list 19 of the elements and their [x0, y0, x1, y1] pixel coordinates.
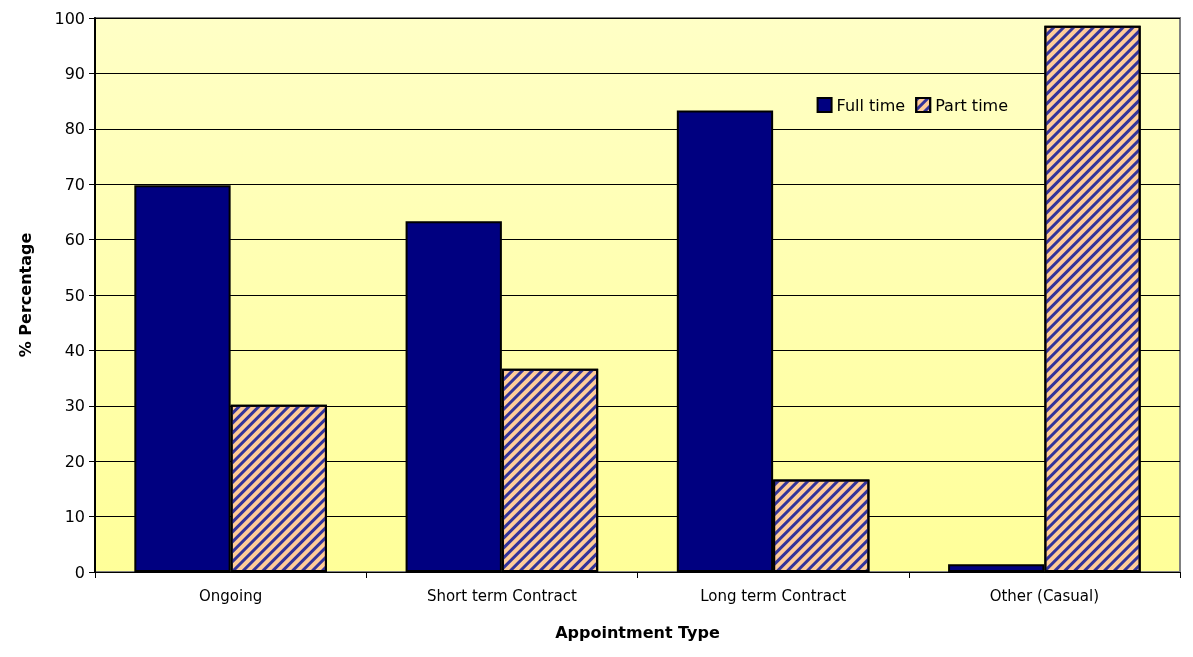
y-tick-label: 90 [64, 63, 85, 83]
y-tick-label: 80 [64, 119, 85, 139]
legend-label: Full time [836, 95, 906, 115]
legend-label: Part time [935, 95, 1009, 115]
y-tick-label: 10 [64, 507, 85, 527]
x-tick-label: Long term Contract [700, 586, 847, 605]
y-tick-label: 30 [64, 396, 85, 416]
x-tick-label: Other (Casual) [989, 586, 1100, 605]
x-tick-label: Ongoing [199, 586, 263, 605]
y-tick-label: 70 [64, 174, 85, 194]
y-axis-title: % Percentage [15, 232, 35, 358]
y-tick-label: 0 [74, 562, 85, 582]
x-tick-label: Short term Contract [426, 586, 577, 605]
x-axis-title: Appointment Type [555, 622, 720, 642]
y-tick-label: 20 [64, 451, 85, 471]
y-tick-label: 60 [64, 230, 85, 250]
y-tick-label: 50 [64, 285, 85, 305]
y-tick-label: 100 [54, 8, 85, 28]
y-tick-label: 40 [64, 340, 85, 360]
